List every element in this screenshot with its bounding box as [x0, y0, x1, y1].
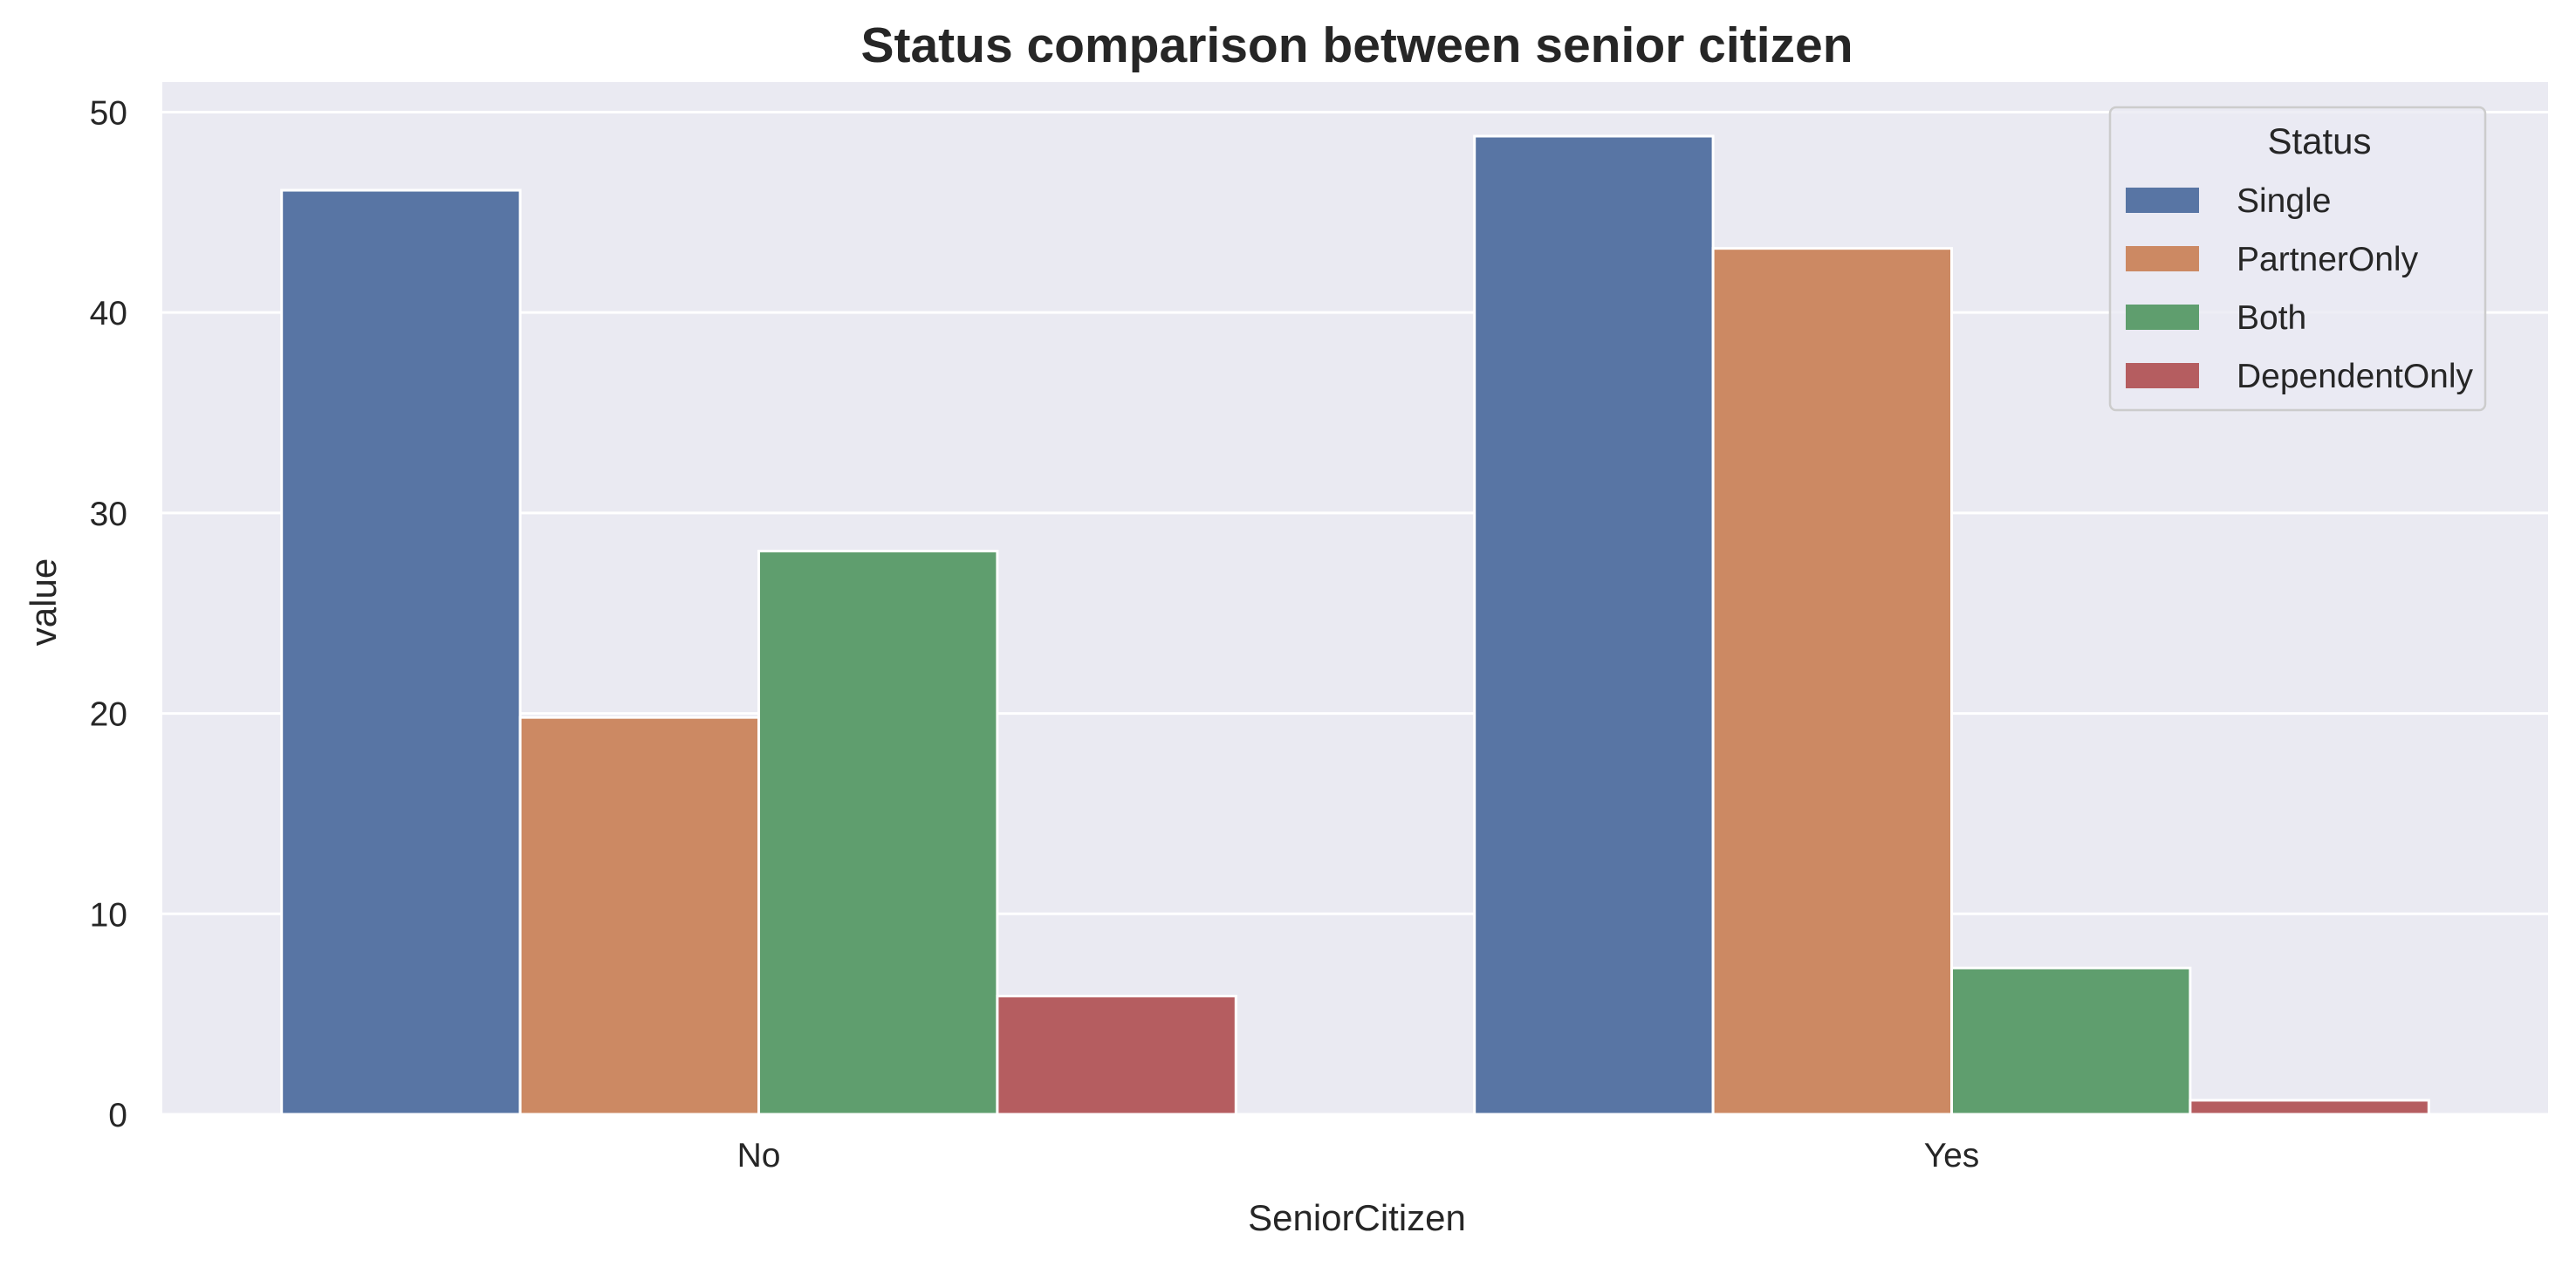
y-tick-label: 20	[90, 696, 127, 734]
chart-title: Status comparison between senior citizen	[860, 17, 1853, 73]
legend-swatch	[2126, 305, 2199, 330]
legend: Status Single PartnerOnly Both DependentOnl…	[2108, 106, 2487, 412]
y-tick-label: 50	[90, 94, 127, 132]
legend-label: Single	[2237, 182, 2331, 220]
bar-partneronly-no	[518, 716, 760, 1116]
x-tick-label: No	[737, 1137, 781, 1175]
bar-partneronly-yes	[1711, 247, 1953, 1116]
y-axis-label: value	[23, 558, 64, 646]
y-axis-ticks: 0 10 20 30 40 50	[90, 94, 127, 1134]
y-tick-label: 0	[108, 1097, 127, 1134]
bar-dependentonly-yes	[2189, 1099, 2430, 1116]
bar-dependentonly-no	[996, 994, 1237, 1116]
legend-swatch	[2126, 246, 2199, 271]
legend-label: Both	[2237, 299, 2306, 337]
legend-title: Status	[2267, 120, 2371, 161]
y-tick-label: 40	[90, 295, 127, 332]
bar-both-yes	[1950, 966, 2192, 1116]
bar-both-no	[757, 550, 999, 1116]
x-tick-label: Yes	[1924, 1137, 1980, 1175]
legend-swatch	[2126, 188, 2199, 213]
legend-swatch	[2126, 363, 2199, 388]
bar-single-no	[280, 188, 522, 1116]
x-axis-label: SeniorCitizen	[1248, 1197, 1466, 1238]
legend-label: DependentOnly	[2237, 358, 2474, 395]
legend-box	[2108, 106, 2487, 412]
legend-items: Single PartnerOnly Both DependentOnly	[2126, 182, 2474, 395]
legend-label: PartnerOnly	[2237, 241, 2419, 278]
bars	[280, 134, 2430, 1116]
x-axis-ticks: No Yes	[737, 1137, 1980, 1175]
bar-single-yes	[1473, 134, 1715, 1116]
y-tick-label: 10	[90, 896, 127, 934]
y-tick-label: 30	[90, 496, 127, 533]
